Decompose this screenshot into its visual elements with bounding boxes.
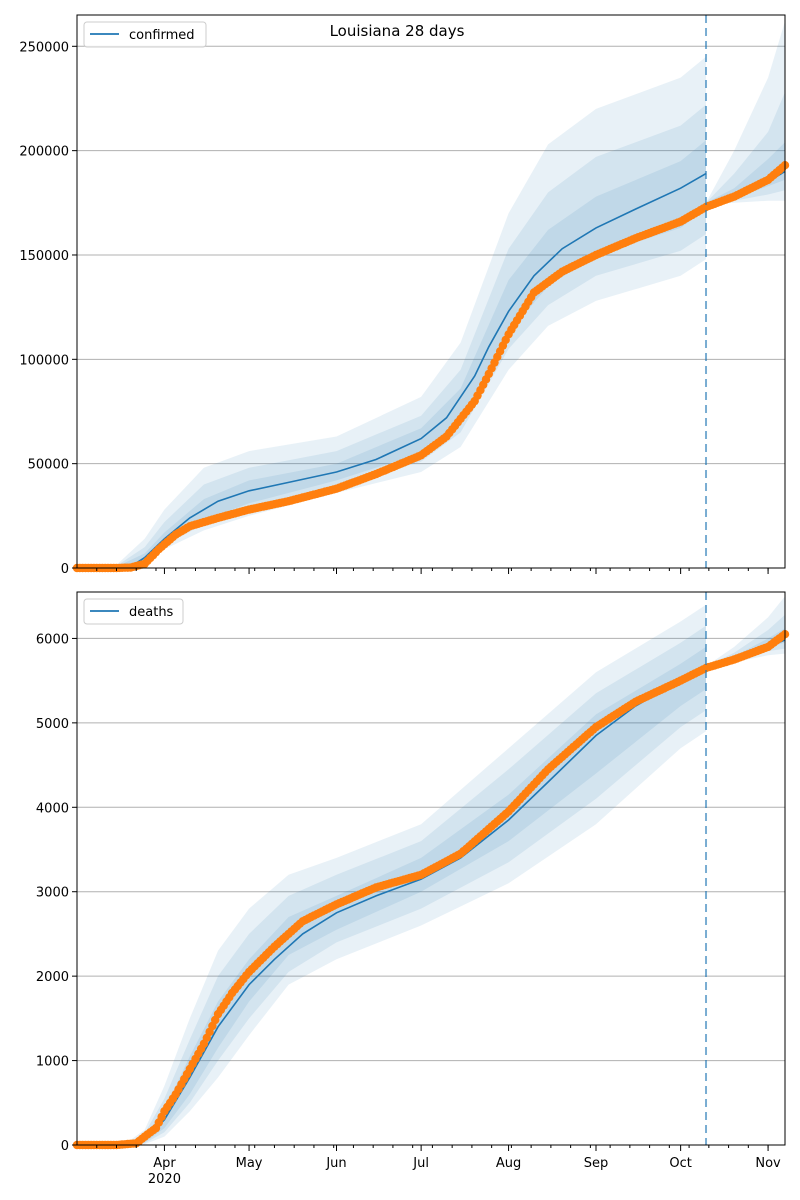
deaths-legend: deaths — [83, 598, 184, 625]
confirmed-x-axis — [96, 568, 769, 574]
confirmed-model-median-line — [77, 172, 707, 569]
y-tick-label: 2000 — [36, 970, 69, 985]
confirmed-panel: 0 50000 100000 150000 200000 250000 Louisiana… — [19, 14, 790, 577]
deaths-x-axis: Apr May Jun Jul Aug Sep Oct Nov 2020 — [96, 1145, 781, 1187]
y-tick-label: 5000 — [36, 717, 69, 732]
confirmed-gridlines — [77, 45, 785, 465]
chart-title: Louisiana 28 days — [330, 22, 465, 40]
y-tick-label: 0 — [61, 1139, 69, 1154]
x-tick-label: May — [236, 1156, 263, 1171]
uncertainty-band — [706, 21, 785, 205]
y-tick-label: 100000 — [19, 353, 69, 368]
y-tick-label: 0 — [61, 562, 69, 577]
x-tick-label: Sep — [584, 1156, 609, 1171]
confirmed-legend: confirmed — [83, 21, 207, 48]
x-tick-label: Jul — [412, 1156, 429, 1171]
y-tick-label: 3000 — [36, 886, 69, 901]
y-tick-label: 50000 — [28, 458, 69, 473]
y-tick-label: 250000 — [19, 40, 69, 55]
confirmed-axes-frame — [76, 14, 786, 569]
deaths-observed-points — [72, 630, 790, 1150]
uncertainty-band — [77, 104, 706, 568]
confirmed-observed-points — [72, 161, 790, 573]
y-tick-label: 1000 — [36, 1055, 69, 1070]
y-tick-label: 150000 — [19, 249, 69, 264]
uncertainty-band — [77, 140, 706, 568]
deaths-y-axis: 0 1000 2000 3000 4000 5000 6000 — [36, 632, 77, 1154]
y-tick-label: 6000 — [36, 632, 69, 647]
legend-box — [83, 21, 207, 48]
x-tick-label: Oct — [669, 1156, 691, 1171]
legend-label-confirmed: confirmed — [129, 28, 195, 43]
uncertainty-band — [77, 604, 706, 1145]
deaths-axes-frame — [76, 591, 786, 1146]
y-tick-label: 200000 — [19, 145, 69, 160]
legend-box — [83, 598, 184, 625]
y-tick-label: 4000 — [36, 801, 69, 816]
x-tick-label: Aug — [496, 1156, 521, 1171]
legend-label-deaths: deaths — [129, 605, 174, 620]
uncertainty-band — [77, 56, 706, 568]
uncertainty-band — [706, 92, 785, 205]
x-year-label: 2020 — [148, 1172, 181, 1187]
deaths-panel: 0 1000 2000 3000 4000 5000 6000 Apr May Jun Jul Au… — [36, 591, 790, 1187]
confirmed-y-axis: 0 50000 100000 150000 200000 250000 — [19, 40, 77, 577]
x-tick-label: Apr — [153, 1156, 176, 1171]
x-tick-label: Jun — [325, 1156, 346, 1171]
x-tick-label: Nov — [755, 1156, 781, 1171]
